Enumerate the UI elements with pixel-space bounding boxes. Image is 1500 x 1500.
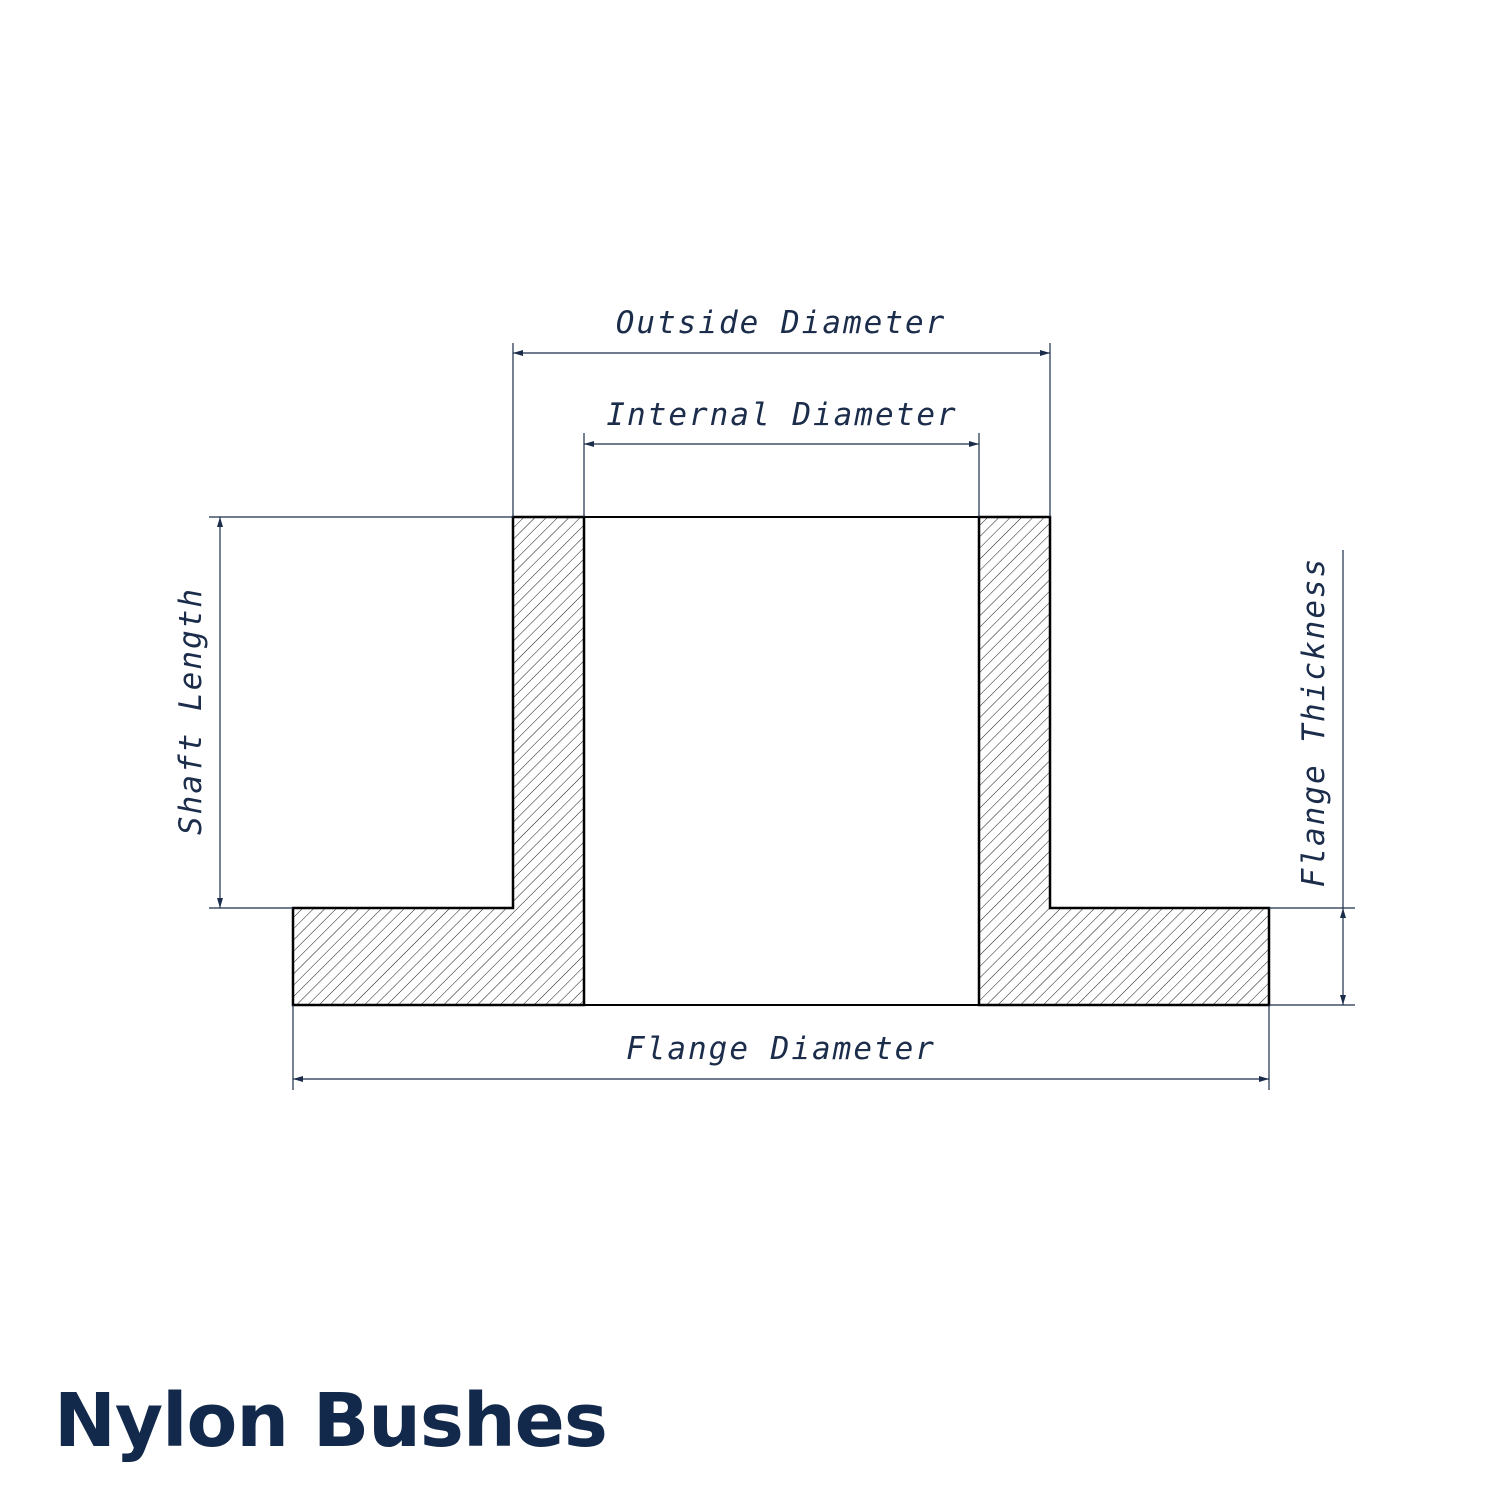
flange-thickness-label: Flange Thickness bbox=[1296, 557, 1332, 888]
left-wall-section bbox=[291, 515, 586, 1007]
shaft-length-label: Shaft Length bbox=[173, 587, 209, 835]
flange-diameter-label: Flange Diameter bbox=[626, 1031, 936, 1067]
page-title: Nylon Bushes bbox=[54, 1378, 608, 1464]
outside-diameter-label: Outside Diameter bbox=[616, 305, 947, 341]
right-wall-section bbox=[977, 515, 1271, 1007]
internal-diameter-label: Internal Diameter bbox=[606, 397, 957, 433]
